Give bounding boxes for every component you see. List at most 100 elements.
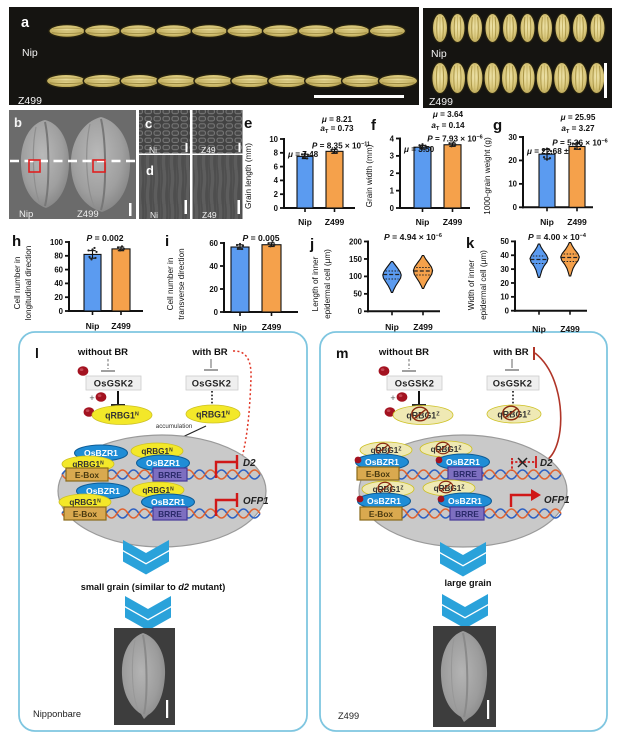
svg-text:qRBG1N: qRBG1N: [141, 447, 173, 456]
svg-text:Length of inner: Length of inner: [311, 256, 320, 311]
svg-text:4: 4: [390, 134, 395, 143]
svg-text:3: 3: [390, 152, 395, 161]
svg-text:100: 100: [50, 238, 64, 247]
svg-text:Z499: Z499: [111, 321, 131, 331]
svg-text:qRBG1Z: qRBG1Z: [497, 410, 531, 420]
svg-text:100: 100: [349, 272, 363, 281]
svg-text:20: 20: [209, 285, 218, 294]
svg-text:μ = 7.48: μ = 7.48: [287, 150, 319, 159]
svg-text:Cell number in: Cell number in: [13, 256, 22, 309]
svg-text:0: 0: [214, 308, 219, 317]
svg-text:c: c: [145, 116, 152, 131]
svg-text:OsBZR1: OsBZR1: [86, 486, 120, 496]
svg-text:f: f: [371, 117, 377, 134]
svg-text:epidermal cell (μm): epidermal cell (μm): [479, 250, 488, 320]
svg-text:OsGSK2: OsGSK2: [94, 379, 134, 389]
svg-text:qRBG1N: qRBG1N: [142, 486, 174, 495]
svg-text:without BR: without BR: [378, 347, 429, 358]
svg-text:longitudinal direction: longitudinal direction: [24, 245, 33, 320]
svg-text:small grain (similar to d2 mut: small grain (similar to d2 mutant): [81, 582, 226, 592]
svg-text:μ = 22.68 ±: μ = 22.68 ±: [526, 147, 569, 156]
svg-text:BRRE: BRRE: [158, 470, 182, 480]
svg-text:50: 50: [500, 237, 509, 246]
svg-text:150: 150: [349, 255, 363, 264]
svg-text:10: 10: [269, 135, 278, 144]
svg-text:Nip: Nip: [298, 217, 312, 227]
svg-text:2: 2: [274, 190, 279, 199]
svg-text:50: 50: [353, 290, 362, 299]
svg-text:Cell number in: Cell number in: [166, 257, 175, 310]
svg-text:Nip: Nip: [532, 324, 546, 334]
svg-text:Z499: Z499: [262, 322, 282, 332]
svg-text:Nip: Nip: [233, 322, 247, 332]
svg-text:2: 2: [390, 169, 395, 178]
svg-text:Ni: Ni: [150, 210, 158, 220]
svg-text:Nip: Nip: [431, 48, 447, 60]
svg-text:0: 0: [274, 204, 279, 213]
svg-text:Z499: Z499: [18, 95, 42, 107]
svg-text:P = 4.00 × 10−4: P = 4.00 × 10−4: [528, 232, 587, 242]
svg-text:qRBG1N: qRBG1N: [196, 410, 230, 420]
svg-text:large grain: large grain: [445, 578, 492, 588]
svg-text:l: l: [35, 345, 39, 361]
svg-text:OsGSK2: OsGSK2: [395, 379, 435, 389]
svg-text:8: 8: [274, 149, 279, 158]
svg-text:m: m: [336, 345, 348, 361]
svg-text:OsGSK2: OsGSK2: [192, 379, 232, 389]
svg-text:E-Box: E-Box: [366, 469, 391, 479]
svg-text:qRBG1Z: qRBG1Z: [373, 485, 404, 494]
svg-text:E-Box: E-Box: [73, 509, 98, 519]
svg-text:+: +: [390, 393, 395, 403]
svg-text:0: 0: [59, 307, 64, 316]
svg-text:+: +: [89, 393, 94, 403]
svg-text:30: 30: [500, 265, 509, 274]
svg-text:E-Box: E-Box: [369, 509, 394, 519]
svg-text:Z499: Z499: [443, 217, 463, 227]
svg-text:OsBZR1: OsBZR1: [84, 448, 118, 458]
svg-text:Nip: Nip: [86, 321, 100, 331]
svg-text:OsBZR1: OsBZR1: [367, 496, 401, 506]
svg-text:OFP1: OFP1: [243, 496, 269, 507]
svg-text:μ = 3.50: μ = 3.50: [403, 145, 435, 154]
svg-text:k: k: [466, 235, 475, 252]
svg-text:200: 200: [349, 237, 363, 246]
svg-text:qRBG1Z: qRBG1Z: [431, 445, 462, 454]
svg-text:E-Box: E-Box: [75, 470, 100, 480]
svg-text:20: 20: [508, 156, 517, 165]
svg-text:40: 40: [209, 262, 218, 271]
svg-text:μ = 25.95: μ = 25.95: [560, 113, 596, 122]
svg-text:20: 20: [54, 293, 63, 302]
svg-text:0: 0: [390, 204, 395, 213]
svg-text:e: e: [244, 115, 252, 132]
svg-text:BRRE: BRRE: [455, 509, 479, 519]
svg-text:D2: D2: [540, 458, 553, 469]
svg-text:BRRE: BRRE: [453, 469, 477, 479]
svg-text:b: b: [14, 115, 22, 130]
svg-text:10: 10: [500, 293, 509, 302]
svg-text:j: j: [309, 236, 314, 253]
svg-text:OsGSK2: OsGSK2: [493, 379, 533, 389]
svg-text:μ = 8.21: μ = 8.21: [321, 115, 353, 124]
svg-text:0: 0: [505, 307, 510, 316]
svg-text:without BR: without BR: [77, 347, 128, 358]
svg-text:Z499: Z499: [567, 217, 587, 227]
svg-text:0: 0: [358, 307, 363, 316]
svg-text:80: 80: [54, 252, 63, 261]
svg-text:OsBZR1: OsBZR1: [151, 497, 185, 507]
svg-text:with BR: with BR: [191, 347, 227, 358]
svg-text:qRBG1Z: qRBG1Z: [434, 484, 465, 493]
svg-text:Z499: Z499: [429, 96, 453, 108]
svg-text:60: 60: [209, 239, 218, 248]
svg-text:qRBG1N: qRBG1N: [72, 460, 104, 469]
svg-text:OsBZR1: OsBZR1: [365, 457, 399, 467]
svg-text:Nip: Nip: [385, 322, 399, 332]
svg-text:aT = 3.27: aT = 3.27: [561, 124, 595, 135]
svg-text:qRBG1Z: qRBG1Z: [371, 446, 402, 455]
svg-text:4: 4: [274, 176, 279, 185]
svg-text:OsBZR1: OsBZR1: [448, 496, 482, 506]
svg-text:g: g: [493, 117, 502, 134]
svg-text:aT = 0.73: aT = 0.73: [320, 124, 354, 135]
svg-text:10: 10: [508, 180, 517, 189]
svg-text:a: a: [21, 15, 30, 31]
svg-text:P = 0.002: P = 0.002: [86, 233, 123, 243]
